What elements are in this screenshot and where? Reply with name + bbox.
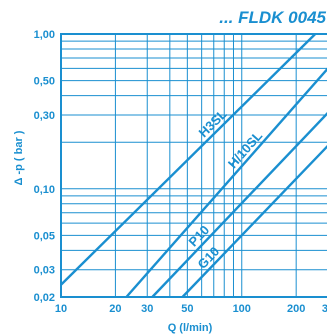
y-tick-label: 0,05 [34, 230, 55, 242]
y-axis-label: Δ -p ( bar ) [13, 130, 25, 185]
series-line-p10 [151, 112, 327, 298]
x-tick-label: 10 [55, 303, 67, 315]
x-tick-label: 200 [287, 303, 305, 315]
y-tick-label: 0,50 [34, 76, 55, 88]
x-tick-labels: 10 20 30 50 100 200 30 [55, 303, 327, 315]
y-tick-label: 0,03 [34, 265, 55, 277]
series-lines [60, 33, 327, 298]
x-tick-label: 50 [181, 303, 193, 315]
y-tick-label: 1,00 [34, 29, 55, 41]
series-line-h-10sl [125, 67, 327, 298]
x-tick-label: 100 [233, 303, 251, 315]
grid [60, 33, 327, 298]
x-tick-label: 30 [322, 303, 327, 315]
chart-title: ... FLDK 0045 [219, 8, 326, 27]
x-tick-label: 20 [109, 303, 121, 315]
y-tick-label: 0,02 [34, 292, 55, 304]
series-line-h3sl [60, 33, 317, 286]
series-line-g10 [181, 144, 327, 298]
y-tick-label: 0,30 [34, 110, 55, 122]
x-tick-label: 30 [141, 303, 153, 315]
series-label-h-10sl: H/10SL [225, 128, 265, 171]
y-tick-label: 0,10 [34, 184, 55, 196]
plot-frame [60, 33, 327, 298]
x-axis-label: Q (l/min) [168, 322, 213, 334]
y-tick-labels: 0,02 0,03 0,05 0,10 0,30 0,50 1,00 [34, 29, 55, 304]
